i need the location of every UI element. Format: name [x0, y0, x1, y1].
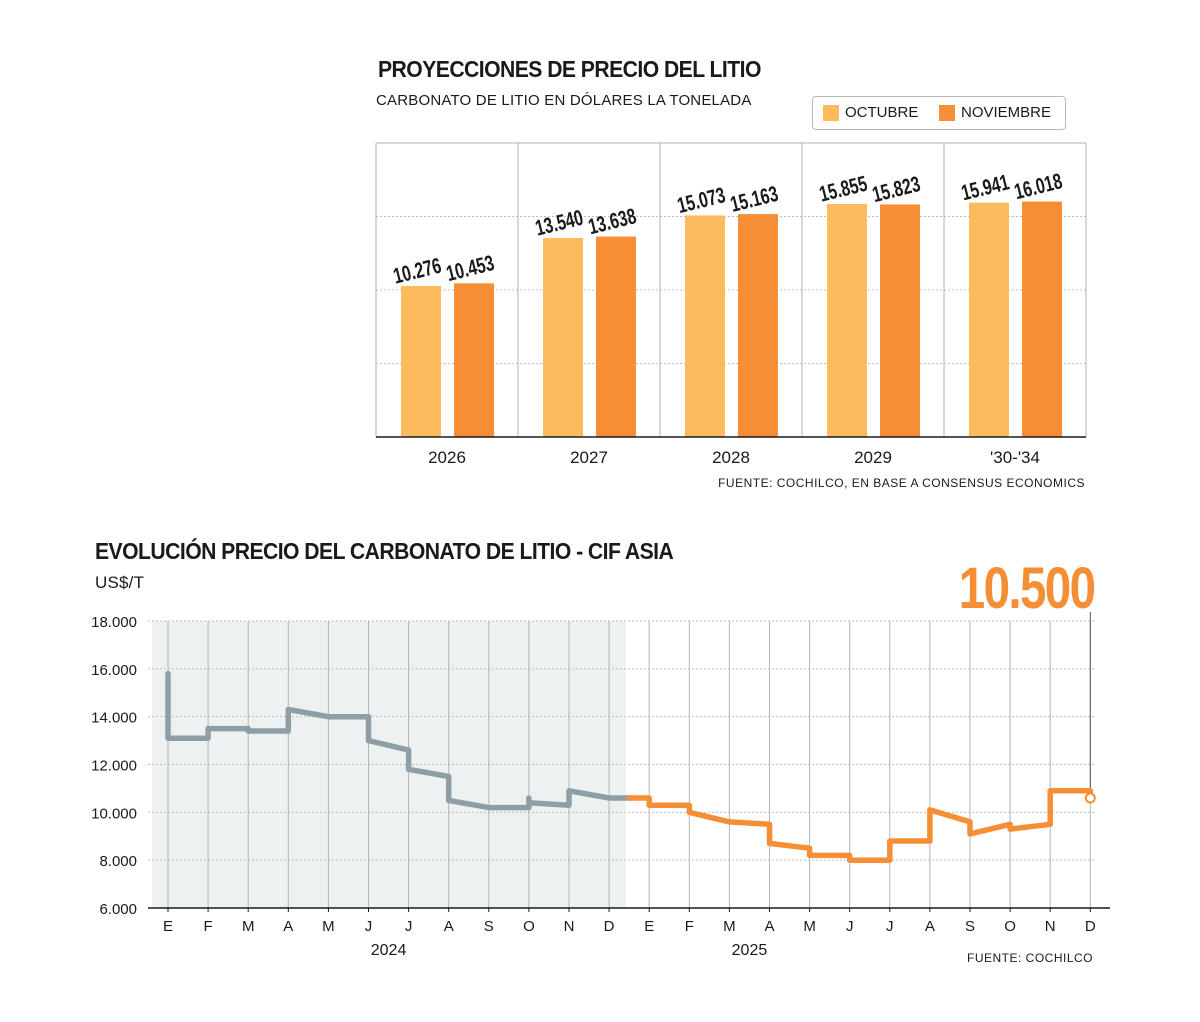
- month-label: A: [764, 918, 774, 935]
- bar-octubre: [969, 202, 1009, 437]
- y-tick-label: 8.000: [99, 853, 137, 870]
- month-label: S: [484, 918, 494, 935]
- bar-value-label: 10.276: [391, 254, 444, 289]
- year-label-2024: 2024: [371, 942, 407, 959]
- month-label: O: [523, 918, 535, 935]
- month-label: E: [644, 918, 654, 935]
- year-label-2025: 2025: [732, 942, 768, 959]
- line-chart: 6.000 8.000 10.000 12.000 14.000 16.000 18.000…: [91, 612, 1110, 959]
- month-label: F: [204, 918, 213, 935]
- bar-value-label: 16.018: [1012, 170, 1065, 205]
- month-label: D: [604, 918, 615, 935]
- month-label: J: [365, 918, 373, 935]
- y-tick-label: 12.000: [91, 758, 137, 775]
- bar-chart-source: FUENTE: COCHILCO, EN BASE A CONSENSUS EC…: [718, 476, 1085, 490]
- bar-octubre: [543, 237, 583, 437]
- month-label: S: [965, 918, 975, 935]
- current-price-value: 10.500: [958, 556, 1095, 621]
- month-label: J: [886, 918, 894, 935]
- bar-noviembre: [738, 214, 778, 437]
- month-label: N: [1045, 918, 1056, 935]
- x-tick-label: 2026: [428, 448, 466, 467]
- line-chart-ylabel: US$/T: [95, 573, 145, 592]
- y-tick-label: 14.000: [91, 710, 137, 727]
- line-chart-title: EVOLUCIÓN PRECIO DEL CARBONATO DE LITIO …: [95, 538, 674, 564]
- month-label: A: [444, 918, 454, 935]
- month-label: A: [283, 918, 293, 935]
- month-label: O: [1004, 918, 1016, 935]
- series-line-2024: [165, 670, 632, 811]
- bar-value-label: 10.453: [444, 252, 497, 287]
- month-label: J: [846, 918, 854, 935]
- legend-item-noviembre: NOVIEMBRE: [939, 104, 1051, 121]
- legend-label-noviembre: NOVIEMBRE: [961, 104, 1052, 121]
- line-chart-source: FUENTE: COCHILCO: [966, 951, 1093, 965]
- bar-chart-legend: OCTUBRE NOVIEMBRE: [812, 96, 1066, 130]
- bar-noviembre: [596, 236, 636, 437]
- bar-chart-title: PROYECCIONES DE PRECIO DEL LITIO: [378, 56, 761, 82]
- x-tick-label: 2027: [570, 448, 608, 467]
- month-label: D: [1085, 918, 1096, 935]
- month-label: M: [322, 918, 335, 935]
- bar-octubre: [401, 285, 441, 437]
- y-tick-label: 10.000: [91, 805, 137, 822]
- bar-value-label: 15.941: [959, 171, 1012, 206]
- series-line-2025: [626, 788, 1094, 863]
- bar-noviembre: [454, 283, 494, 437]
- bar-octubre: [827, 203, 867, 437]
- series-end-marker: [1084, 792, 1096, 804]
- month-label: E: [163, 918, 173, 935]
- bar-value-label: 15.073: [675, 184, 728, 219]
- legend-swatch-noviembre: [939, 104, 955, 121]
- month-label: N: [564, 918, 575, 935]
- y-tick-label: 16.000: [91, 662, 137, 679]
- y-tick-label: 6.000: [99, 901, 137, 918]
- y-tick-label: 18.000: [91, 614, 137, 631]
- month-label: M: [723, 918, 736, 935]
- month-label: A: [925, 918, 935, 935]
- bar-value-label: 15.855: [817, 172, 870, 207]
- bar-noviembre: [880, 204, 920, 437]
- bar-value-label: 15.823: [870, 173, 923, 208]
- legend-swatch-octubre: [823, 104, 839, 121]
- bar-value-label: 13.540: [533, 206, 586, 241]
- bar-octubre: [685, 215, 725, 437]
- bar-value-label: 15.163: [728, 182, 781, 217]
- month-label: M: [803, 918, 816, 935]
- legend-item-octubre: OCTUBRE: [823, 104, 918, 121]
- x-tick-label: 2029: [854, 448, 892, 467]
- legend-label-octubre: OCTUBRE: [845, 104, 919, 121]
- x-tick-label: 2028: [712, 448, 750, 467]
- bar-value-label: 13.638: [586, 205, 639, 240]
- month-label: F: [685, 918, 694, 935]
- month-label: M: [242, 918, 255, 935]
- month-label: J: [405, 918, 413, 935]
- x-tick-label: '30-'34: [990, 448, 1040, 467]
- bar-chart-subtitle: CARBONATO DE LITIO EN DÓLARES LA TONELAD…: [376, 92, 752, 109]
- bar-noviembre: [1022, 201, 1062, 437]
